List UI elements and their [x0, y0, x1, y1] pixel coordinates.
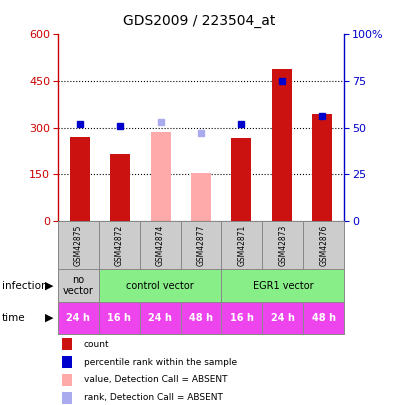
Bar [70, 137, 90, 221]
Bar [221, 269, 344, 302]
Bar [140, 221, 181, 269]
Text: GSM42871: GSM42871 [238, 224, 246, 266]
Text: GDS2009 / 223504_at: GDS2009 / 223504_at [123, 14, 275, 28]
Bar [181, 221, 221, 269]
Bar [221, 221, 262, 269]
Bar [231, 139, 252, 221]
Text: control vector: control vector [126, 281, 194, 290]
Text: 24 h: 24 h [66, 313, 90, 323]
Text: no
vector: no vector [63, 275, 94, 296]
Text: EGR1 vector: EGR1 vector [253, 281, 313, 290]
Bar [191, 173, 211, 221]
Bar [271, 68, 292, 221]
Text: 48 h: 48 h [189, 313, 213, 323]
Bar [58, 302, 99, 334]
Text: 48 h: 48 h [312, 313, 336, 323]
Text: 16 h: 16 h [230, 313, 254, 323]
Bar [99, 302, 140, 334]
Bar [181, 302, 221, 334]
Text: ▶: ▶ [45, 313, 54, 323]
Text: rank, Detection Call = ABSENT: rank, Detection Call = ABSENT [84, 393, 222, 402]
Text: infection: infection [2, 281, 48, 290]
Text: 24 h: 24 h [271, 313, 295, 323]
Bar [262, 302, 303, 334]
Text: ▶: ▶ [45, 281, 54, 290]
Text: GSM42874: GSM42874 [156, 224, 164, 266]
Bar [262, 221, 303, 269]
Text: count: count [84, 340, 109, 349]
Bar [303, 221, 344, 269]
Text: GSM42872: GSM42872 [115, 224, 124, 266]
Text: 16 h: 16 h [107, 313, 131, 323]
Text: GSM42875: GSM42875 [74, 224, 83, 266]
Bar [110, 154, 131, 221]
Bar [140, 302, 181, 334]
Bar [150, 132, 171, 221]
Bar [99, 269, 221, 302]
Bar [303, 302, 344, 334]
Text: value, Detection Call = ABSENT: value, Detection Call = ABSENT [84, 375, 227, 384]
Bar [99, 221, 140, 269]
Bar [221, 302, 262, 334]
Text: time: time [2, 313, 25, 323]
Bar [58, 269, 99, 302]
Text: 24 h: 24 h [148, 313, 172, 323]
Text: GSM42873: GSM42873 [278, 224, 287, 266]
Text: percentile rank within the sample: percentile rank within the sample [84, 358, 237, 367]
Text: GSM42877: GSM42877 [197, 224, 205, 266]
Text: GSM42876: GSM42876 [319, 224, 328, 266]
Bar [58, 221, 99, 269]
Bar [312, 113, 332, 221]
